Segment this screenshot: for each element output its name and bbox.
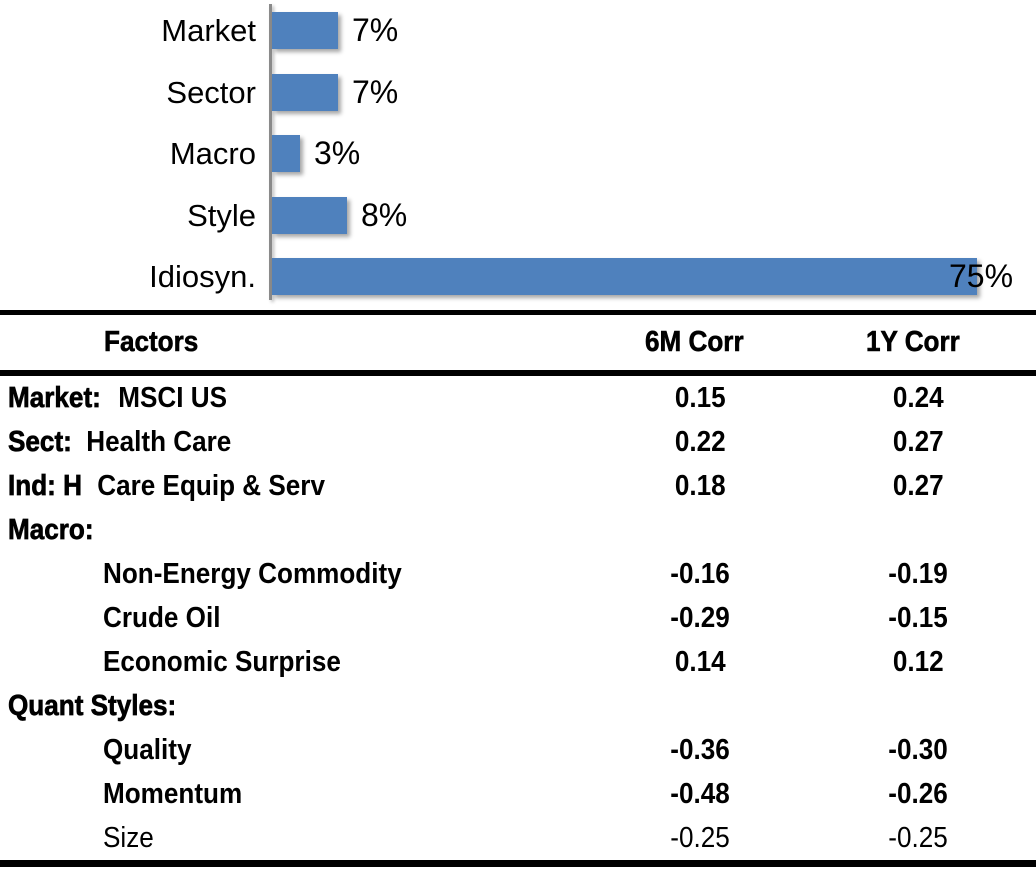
chart-value-label: 8% xyxy=(361,197,408,233)
chart-bar xyxy=(272,197,347,234)
corr-1y-value: -0.26 xyxy=(840,778,996,811)
chart-bar xyxy=(272,135,300,172)
factor-name: Momentum xyxy=(103,777,243,810)
table-row: Non-Energy Commodity -0.16 -0.19 xyxy=(0,552,1036,596)
corr-6m-value: -0.36 xyxy=(560,734,840,767)
table-row: Quality -0.36 -0.30 xyxy=(0,728,1036,772)
corr-6m-value: 0.14 xyxy=(560,646,840,679)
factor-name: Size xyxy=(103,821,154,854)
corr-6m-value: -0.48 xyxy=(560,778,840,811)
table-row: Market: MSCI US 0.15 0.24 xyxy=(0,376,1036,420)
factor-prefix: Ind: H xyxy=(8,469,83,502)
column-header-label: 1Y Corr xyxy=(865,326,960,359)
corr-6m-value: 0.22 xyxy=(560,426,840,459)
corr-1y-value: 0.24 xyxy=(840,382,996,415)
corr-1y-value: 0.12 xyxy=(840,646,996,679)
corr-6m-value: -0.29 xyxy=(560,602,840,635)
correlation-value: 0.22 xyxy=(674,425,726,458)
factor-name-cell: Non-Energy Commodity xyxy=(0,558,560,591)
risk-decomposition-bar-chart: Market 7% Sector 7% Macro 3% Style 8% Idiosyn. 75… xyxy=(0,0,1036,310)
table-row: Economic Surprise 0.14 0.12 xyxy=(0,640,1036,684)
factor-name: Quality xyxy=(103,733,192,766)
factor-name-cell: Market: MSCI US xyxy=(0,381,560,415)
factor-name-cell: Sect: Health Care xyxy=(0,425,560,459)
chart-value-label: 75% xyxy=(949,258,1014,294)
chart-category-label: Style xyxy=(187,198,256,233)
correlation-value: -0.15 xyxy=(888,601,948,634)
chart-category-label: Idiosyn. xyxy=(149,259,256,294)
table-row: Quant Styles: xyxy=(0,684,1036,728)
correlation-value: -0.29 xyxy=(670,601,730,634)
correlation-value: -0.26 xyxy=(888,777,948,810)
factor-name: Care Equip & Serv xyxy=(90,469,326,502)
correlation-value: 0.18 xyxy=(674,469,726,502)
table-row: Crude Oil -0.29 -0.15 xyxy=(0,596,1036,640)
table-row: Sect: Health Care 0.22 0.27 xyxy=(0,420,1036,464)
column-header-1y-corr: 1Y Corr xyxy=(840,326,996,359)
factor-name-cell: Size xyxy=(0,822,560,855)
table-row: Momentum -0.48 -0.26 xyxy=(0,772,1036,816)
chart-category-label: Sector xyxy=(166,75,256,110)
factor-prefix: Quant Styles: xyxy=(8,689,177,722)
correlation-value: 0.27 xyxy=(892,425,944,458)
factor-prefix: Macro: xyxy=(8,513,94,546)
column-header-6m-corr: 6M Corr xyxy=(560,326,840,359)
table-row: Macro: xyxy=(0,508,1036,552)
correlation-value: 0.14 xyxy=(674,645,726,678)
table-header-row: Factors 6M Corr 1Y Corr xyxy=(0,315,1036,376)
factor-name-cell: Quant Styles: xyxy=(0,689,560,723)
factor-prefix: Market: xyxy=(8,381,101,414)
corr-6m-value: -0.25 xyxy=(560,822,840,855)
chart-bar xyxy=(272,258,977,295)
chart-vertical-axis-line xyxy=(269,4,272,300)
factor-name-cell: Quality xyxy=(0,734,560,767)
column-header-label: Factors xyxy=(104,326,199,359)
correlation-value: -0.25 xyxy=(670,821,730,854)
factor-name-cell: Economic Surprise xyxy=(0,646,560,679)
corr-6m-value: 0.15 xyxy=(560,382,840,415)
column-header-label: 6M Corr xyxy=(645,326,744,359)
factor-name-cell: Macro: xyxy=(0,513,560,547)
corr-1y-value: -0.19 xyxy=(840,558,996,591)
corr-1y-value: -0.25 xyxy=(840,822,996,855)
corr-1y-value: -0.30 xyxy=(840,734,996,767)
chart-value-label: 3% xyxy=(314,135,361,171)
chart-bar xyxy=(272,12,338,49)
table-row: Size -0.25 -0.25 xyxy=(0,816,1036,860)
factor-name-cell: Momentum xyxy=(0,778,560,811)
correlation-value: 0.12 xyxy=(892,645,944,678)
column-header-factors: Factors xyxy=(0,326,560,359)
factor-name: MSCI US xyxy=(111,381,228,414)
correlation-value: 0.27 xyxy=(892,469,944,502)
correlation-value: -0.48 xyxy=(670,777,730,810)
table-body: Market: MSCI US 0.15 0.24 Sect: Health Care… xyxy=(0,376,1036,860)
correlation-value: 0.24 xyxy=(892,381,944,414)
factor-prefix: Sect: xyxy=(8,425,72,458)
correlation-value: -0.19 xyxy=(888,557,948,590)
factor-correlation-table: Factors 6M Corr 1Y Corr Market: MSCI US 0… xyxy=(0,310,1036,867)
chart-category-label: Market xyxy=(161,13,256,48)
correlation-value: -0.16 xyxy=(670,557,730,590)
factor-name: Non-Energy Commodity xyxy=(103,557,402,590)
corr-1y-value: 0.27 xyxy=(840,426,996,459)
chart-bar xyxy=(272,74,338,111)
factor-name: Crude Oil xyxy=(103,601,221,634)
factor-name-cell: Crude Oil xyxy=(0,602,560,635)
table-row: Ind: H Care Equip & Serv 0.18 0.27 xyxy=(0,464,1036,508)
factor-name: Health Care xyxy=(78,425,232,458)
table-bottom-rule xyxy=(0,860,1036,867)
correlation-value: -0.30 xyxy=(888,733,948,766)
correlation-value: -0.25 xyxy=(888,821,948,854)
corr-6m-value: 0.18 xyxy=(560,470,840,503)
factor-name: Economic Surprise xyxy=(103,645,341,678)
chart-value-label: 7% xyxy=(352,12,399,48)
chart-value-label: 7% xyxy=(352,74,399,110)
chart-category-label: Macro xyxy=(169,136,256,171)
factor-name-cell: Ind: H Care Equip & Serv xyxy=(0,469,560,503)
corr-1y-value: 0.27 xyxy=(840,470,996,503)
corr-1y-value: -0.15 xyxy=(840,602,996,635)
corr-6m-value: -0.16 xyxy=(560,558,840,591)
correlation-value: -0.36 xyxy=(670,733,730,766)
correlation-value: 0.15 xyxy=(674,381,726,414)
